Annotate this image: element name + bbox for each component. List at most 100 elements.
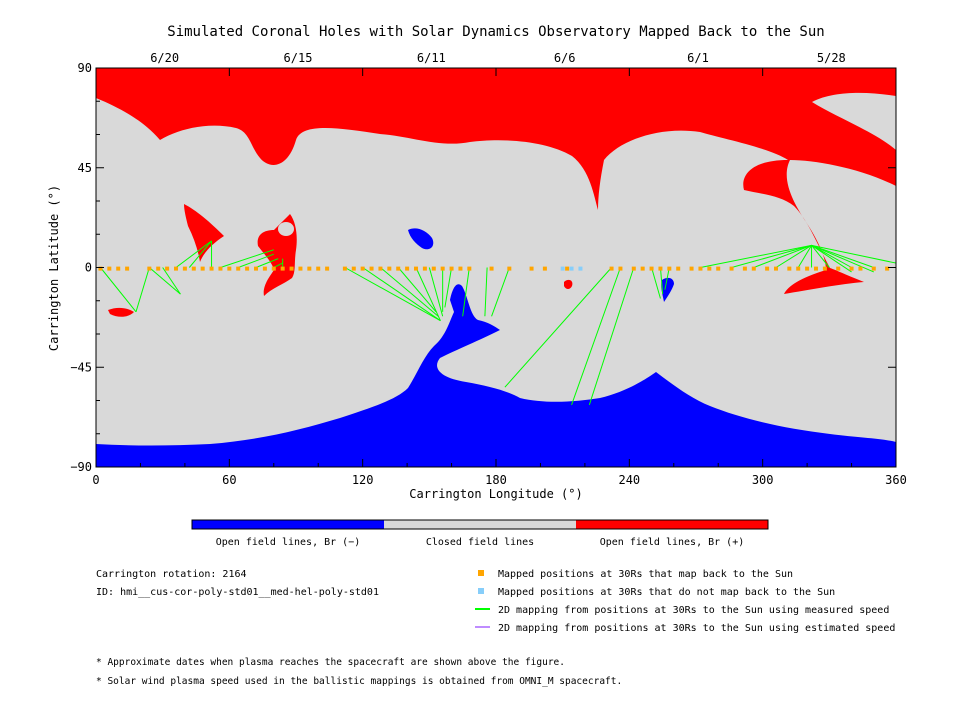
- colorbar-segment: [192, 520, 384, 529]
- mapped-point: [529, 266, 534, 271]
- mapped-point: [218, 266, 223, 271]
- carrington-rotation-label: Carrington rotation: 2164: [96, 569, 247, 580]
- field-line: [811, 245, 830, 268]
- mapped-point: [698, 266, 703, 271]
- mapped-point: [182, 266, 187, 271]
- mapped-point: [271, 266, 276, 271]
- colorbar-label: Open field lines, Br (−): [216, 537, 361, 548]
- legend-label: 2D mapping from positions at 30Rs to the…: [498, 605, 889, 616]
- field-line: [238, 253, 274, 268]
- mapped-point: [360, 266, 365, 271]
- colorbar: Open field lines, Br (−) Closed field lin…: [191, 519, 769, 548]
- mapped-point: [796, 266, 801, 271]
- mapped-point: [742, 266, 747, 271]
- field-line: [651, 267, 661, 299]
- field-line: [811, 244, 874, 268]
- x-tick-label: 0: [92, 473, 99, 487]
- positive-patch-c: [108, 307, 134, 317]
- mapped-point: [245, 266, 250, 271]
- mapped-point: [507, 266, 512, 271]
- mapped-point: [689, 266, 694, 271]
- mapped-point: [369, 266, 374, 271]
- field-line: [811, 244, 852, 268]
- date-label: 6/1: [687, 51, 709, 65]
- field-line: [362, 267, 441, 322]
- date-label: 5/28: [817, 51, 846, 65]
- field-line: [811, 244, 897, 264]
- mapped-point: [280, 266, 285, 271]
- mapped-point: [774, 266, 778, 271]
- mapped-point: [751, 266, 756, 271]
- mapped-point: [676, 266, 681, 271]
- field-line: [664, 267, 670, 290]
- y-tick-label: 0: [85, 261, 92, 275]
- mapped-point: [836, 266, 841, 271]
- colorbar-label: Closed field lines: [426, 537, 534, 548]
- mapped-point: [716, 266, 721, 271]
- mapped-point: [431, 266, 436, 271]
- y-tick-label: −45: [70, 360, 92, 374]
- mapped-point: [325, 266, 330, 271]
- south-negative-coronal-hole: [96, 284, 896, 467]
- mapped-point: [449, 266, 454, 271]
- mapped-point: [640, 266, 645, 271]
- colorbar-segment: [384, 520, 576, 529]
- mapped-point: [658, 266, 663, 271]
- legend: Mapped positions at 30Rs that map back t…: [475, 569, 895, 634]
- y-tick-label: 90: [78, 61, 92, 75]
- x-tick-label: 120: [352, 473, 374, 487]
- positive-patch-a: [184, 204, 224, 262]
- mapped-point: [858, 266, 863, 271]
- mapped-point: [209, 266, 214, 271]
- field-line: [100, 267, 137, 313]
- colorbar-label: Open field lines, Br (+): [600, 537, 745, 548]
- mapped-point: [414, 266, 418, 271]
- legend-marker: [478, 570, 484, 576]
- mapped-point: [707, 266, 712, 271]
- mapped-point: [765, 266, 770, 271]
- field-line: [811, 244, 874, 273]
- mapped-point: [254, 266, 258, 271]
- field-line: [753, 244, 812, 268]
- mapped-point: [191, 266, 196, 271]
- x-tick-label: 360: [885, 473, 907, 487]
- mapped-point: [289, 266, 294, 271]
- field-line: [149, 267, 181, 295]
- field-line: [659, 267, 664, 295]
- field-line: [415, 267, 441, 321]
- mapped-point: [316, 266, 321, 271]
- field-line: [220, 249, 274, 268]
- y-tick-label: −90: [70, 460, 92, 474]
- mapped-point: [307, 266, 312, 271]
- mapped-point: [631, 266, 636, 271]
- mapped-point: [147, 266, 152, 271]
- field-line: [255, 258, 279, 268]
- field-line: [491, 267, 510, 317]
- legend-label: Mapped positions at 30Rs that map back t…: [498, 569, 793, 580]
- mapped-point: [885, 266, 890, 271]
- chart-title: Simulated Coronal Holes with Solar Dynam…: [167, 24, 824, 40]
- legend-label: 2D mapping from positions at 30Rs to the…: [498, 623, 895, 634]
- closed-island: [278, 222, 294, 236]
- mapped-point: [174, 266, 178, 271]
- x-tick-label: 300: [752, 473, 774, 487]
- mapped-point: [489, 266, 494, 271]
- field-line: [135, 267, 150, 312]
- mapped-point: [227, 266, 232, 271]
- mapped-point: [236, 266, 241, 271]
- field-line: [344, 267, 441, 322]
- x-tick-label: 60: [222, 473, 236, 487]
- mapped-point: [467, 266, 472, 271]
- mapped-point: [98, 266, 103, 271]
- field-line: [380, 267, 439, 317]
- colorbar-segment: [576, 520, 768, 529]
- unmapped-point: [578, 266, 583, 271]
- date-label: 6/20: [150, 51, 179, 65]
- field-line: [775, 244, 812, 268]
- mapped-point: [351, 266, 356, 271]
- footnote-dates: * Approximate dates when plasma reaches …: [96, 657, 565, 668]
- mapped-point: [262, 266, 267, 271]
- unmapped-point: [560, 266, 565, 271]
- mapped-point: [125, 266, 130, 271]
- x-axis-label: Carrington Longitude (°): [409, 487, 582, 501]
